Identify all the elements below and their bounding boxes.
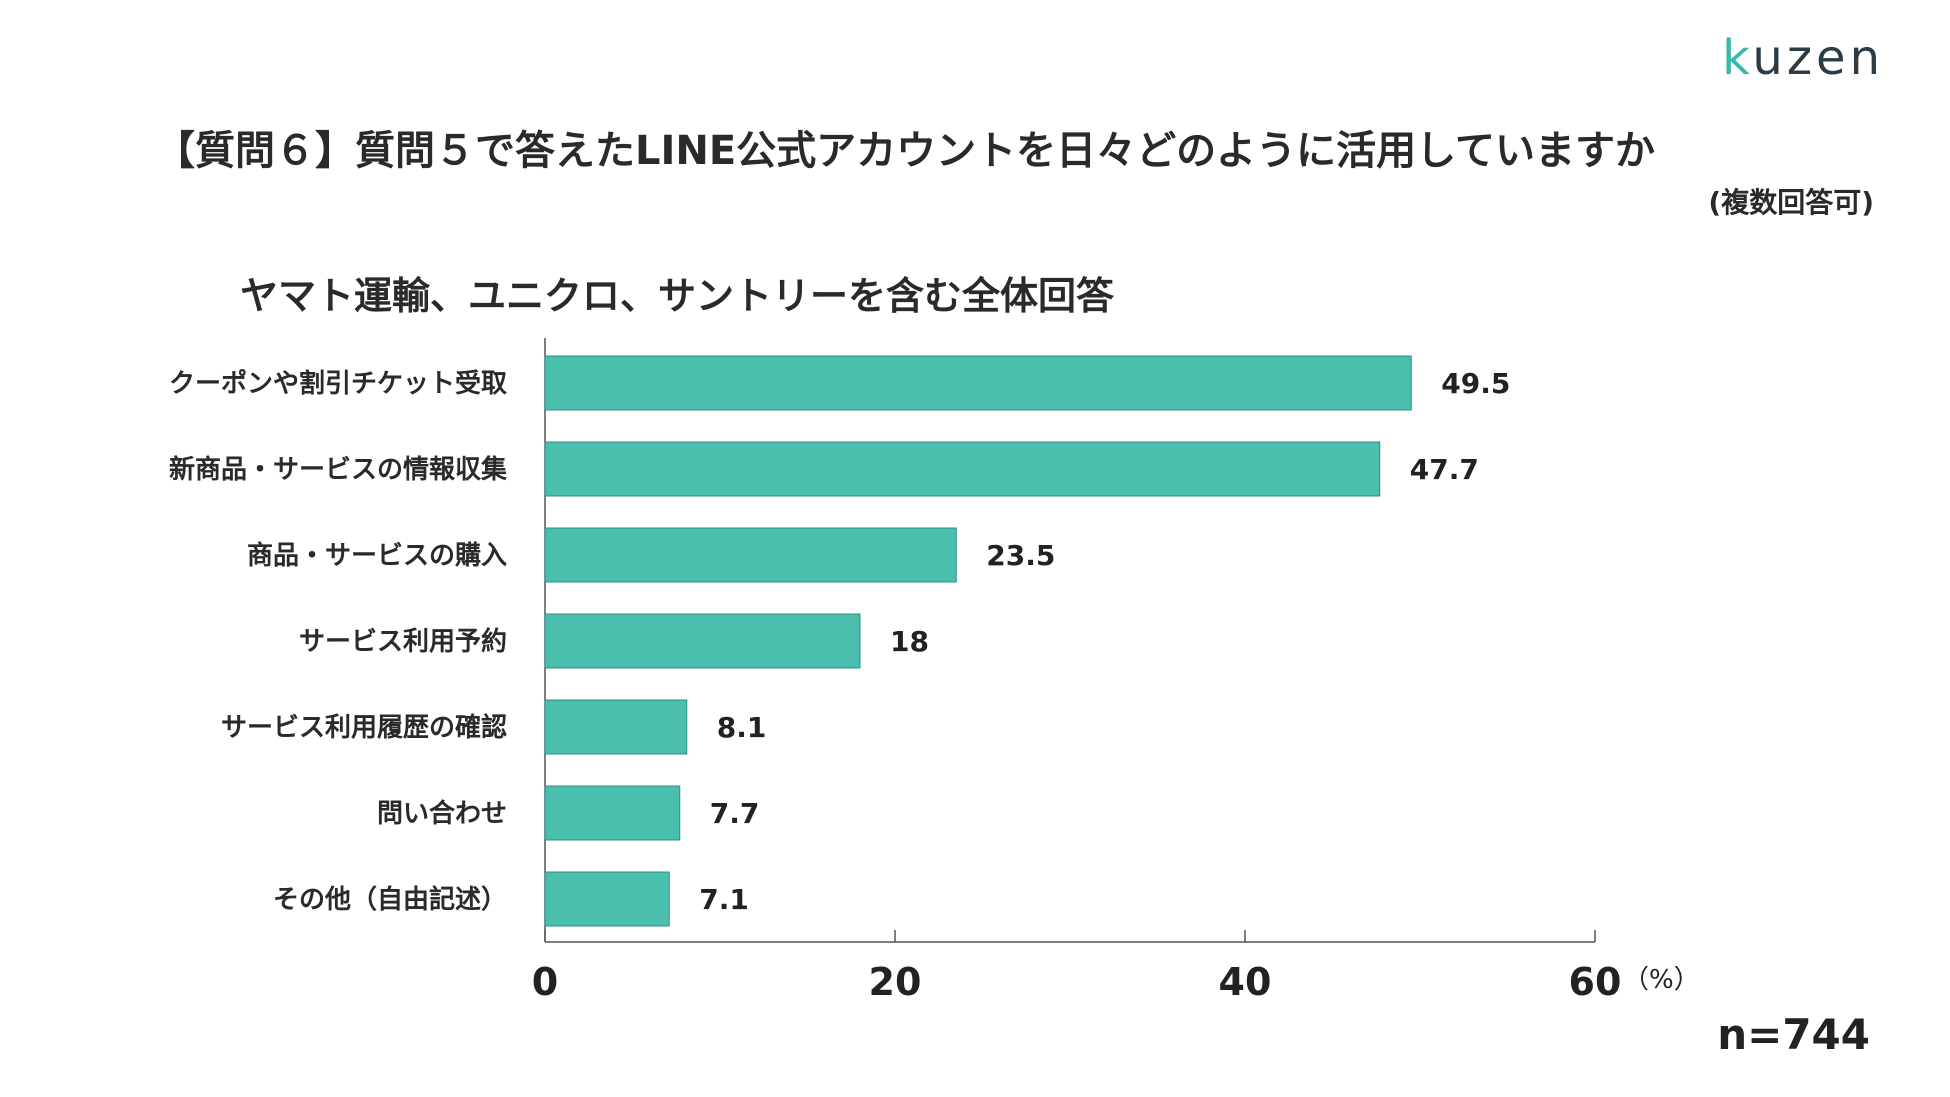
chart-title: 【質問６】質問５で答えたLINE公式アカウントを日々どのように活用していますか <box>155 128 1655 174</box>
chart-subtitle: ヤマト運輸、ユニクロ、サントリーを含む全体回答 <box>240 274 1115 318</box>
category-label-1: クーポンや割引チケット受取 <box>169 368 507 399</box>
category-label-5: サービス利用履歴の確認 <box>221 712 507 743</box>
multiple-answer-note: (複数回答可) <box>1708 186 1874 219</box>
value-label-7: 7.1 <box>699 883 749 916</box>
category-label-6: 問い合わせ <box>377 798 507 829</box>
x-unit-label: （%） <box>1623 965 1700 995</box>
value-label-4: 18 <box>890 625 929 658</box>
kuzen-logo: kuzen <box>1722 30 1884 86</box>
bar-5 <box>544 699 688 755</box>
value-label-1: 49.5 <box>1441 367 1510 400</box>
bar-1 <box>544 355 1412 411</box>
category-label-2: 新商品・サービスの情報収集 <box>169 454 508 485</box>
category-label-3: 商品・サービスの購入 <box>247 540 507 571</box>
bar-3 <box>544 527 957 583</box>
x-tick-label-20: 20 <box>869 960 922 1004</box>
value-label-3: 23.5 <box>986 539 1055 572</box>
value-label-2: 47.7 <box>1410 453 1479 486</box>
bar-2 <box>544 441 1381 497</box>
sample-size: n=744 <box>1717 1010 1870 1059</box>
category-label-7: その他（自由記述） <box>273 884 507 915</box>
bar-4 <box>544 613 861 669</box>
category-label-4: サービス利用予約 <box>299 626 507 657</box>
bar-7 <box>544 871 670 927</box>
x-tick-label-0: 0 <box>532 960 558 1004</box>
bar-6 <box>544 785 681 841</box>
value-label-6: 7.7 <box>710 797 760 830</box>
value-label-5: 8.1 <box>717 711 767 744</box>
x-tick-label-40: 40 <box>1219 960 1272 1004</box>
x-tick-label-60: 60 <box>1569 960 1622 1004</box>
